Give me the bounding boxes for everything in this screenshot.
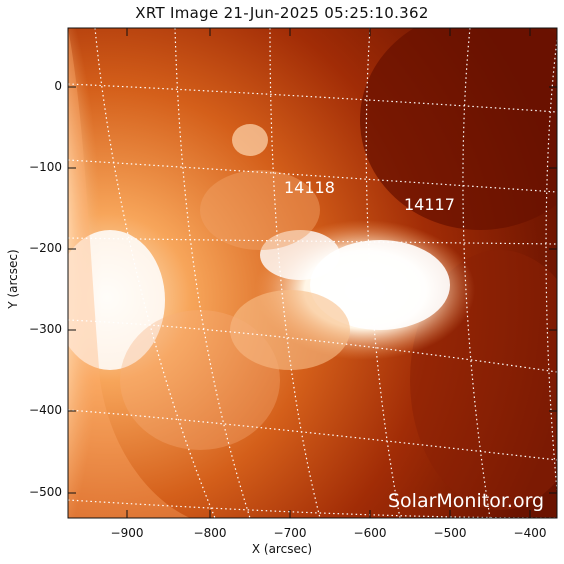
- y-tick-label: 0: [54, 79, 62, 93]
- y-ticks: [68, 86, 557, 494]
- x-tick-label: −400: [513, 526, 547, 540]
- y-tick-label: −500: [29, 485, 62, 499]
- x-tick-label: −500: [433, 526, 467, 540]
- y-tick-label: −200: [29, 241, 62, 255]
- x-tick-label: −700: [273, 526, 307, 540]
- watermark: SolarMonitor.org: [388, 490, 544, 512]
- region-label-14117: 14117: [404, 195, 455, 214]
- image-title: XRT Image 21-Jun-2025 05:25:10.362: [135, 4, 429, 22]
- y-tick-label: −300: [29, 322, 62, 336]
- dark-coronal-region: [360, 28, 557, 230]
- region-label-14118: 14118: [284, 178, 335, 197]
- y-tick-label: −400: [29, 403, 62, 417]
- plot-frame: [67, 27, 558, 519]
- x-tick-label: −900: [110, 526, 144, 540]
- coordinate-grid: [68, 28, 557, 518]
- x-axis-label: X (arcsec): [251, 542, 313, 556]
- x-ticks: [126, 28, 531, 518]
- x-tick-label: −600: [353, 526, 387, 540]
- x-tick-label: −800: [193, 526, 227, 540]
- y-tick-label: −100: [29, 160, 62, 174]
